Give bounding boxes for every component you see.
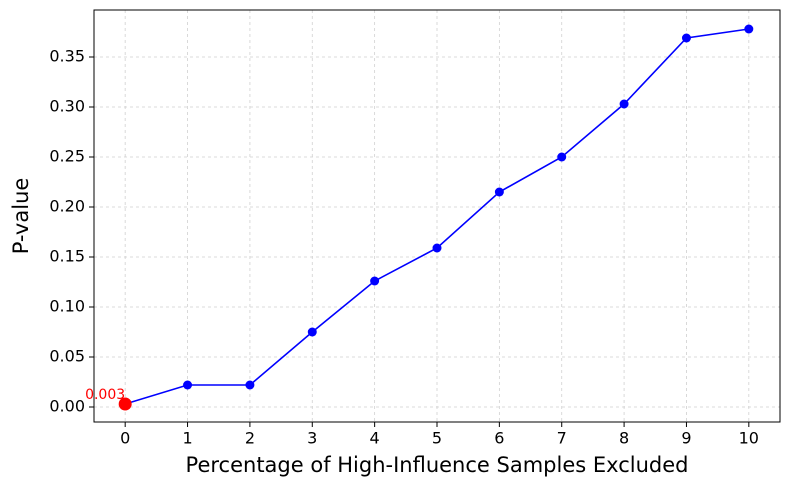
point bbox=[619, 99, 629, 109]
y-tick-label: 0.00 bbox=[49, 397, 85, 416]
x-tick-label: 5 bbox=[432, 429, 442, 448]
highlight-point bbox=[118, 397, 132, 411]
x-tick-label: 10 bbox=[739, 429, 759, 448]
point bbox=[494, 187, 504, 197]
y-tick-label: 0.10 bbox=[49, 297, 85, 316]
point bbox=[557, 152, 567, 162]
plot-frame bbox=[93, 9, 781, 423]
point bbox=[245, 380, 255, 390]
x-tick-label: 3 bbox=[307, 429, 317, 448]
point bbox=[370, 276, 380, 286]
point bbox=[432, 243, 442, 253]
y-tick-label: 0.05 bbox=[49, 347, 85, 366]
x-tick-label: 8 bbox=[619, 429, 629, 448]
y-tick-label: 0.30 bbox=[49, 97, 85, 116]
y-tick-label: 0.25 bbox=[49, 147, 85, 166]
y-tick-label: 0.35 bbox=[49, 47, 85, 66]
x-tick-label: 2 bbox=[245, 429, 255, 448]
x-tick-label: 9 bbox=[681, 429, 691, 448]
x-tick-label: 6 bbox=[494, 429, 504, 448]
x-axis-label: Percentage of High-Influence Samples Exc… bbox=[186, 453, 689, 477]
point bbox=[307, 327, 317, 337]
x-tick-label: 0 bbox=[120, 429, 130, 448]
y-tick-label: 0.15 bbox=[49, 247, 85, 266]
highlight-label: 0.003 bbox=[85, 387, 125, 403]
point bbox=[183, 380, 193, 390]
point bbox=[681, 33, 691, 43]
x-tick-label: 7 bbox=[557, 429, 567, 448]
x-tick-label: 4 bbox=[370, 429, 380, 448]
point bbox=[744, 24, 754, 34]
y-tick-label: 0.20 bbox=[49, 197, 85, 216]
x-tick-label: 1 bbox=[182, 429, 192, 448]
y-axis-label: P-value bbox=[9, 178, 33, 255]
